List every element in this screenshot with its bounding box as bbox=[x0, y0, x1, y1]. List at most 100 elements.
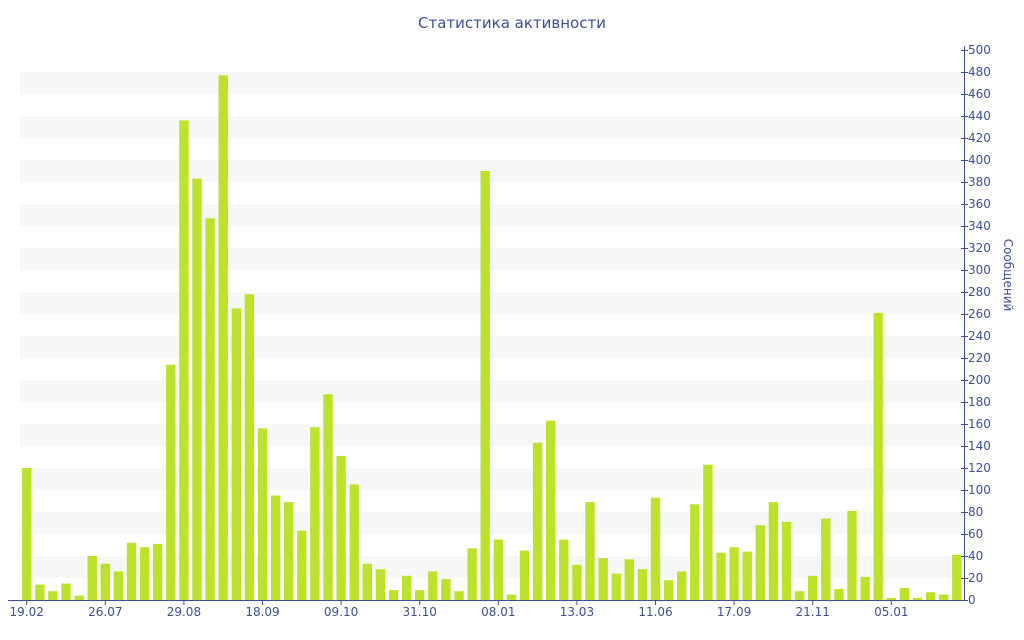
bar bbox=[519, 550, 530, 600]
y-tick-label: 220 bbox=[968, 351, 991, 365]
y-tick-label: 180 bbox=[968, 395, 991, 409]
x-tick-label: 19.02 bbox=[10, 605, 44, 619]
y-tick-label: 60 bbox=[968, 527, 983, 541]
x-tick-label: 05.01 bbox=[874, 605, 908, 619]
y-axis-title: Сообщений bbox=[1001, 239, 1015, 312]
y-tick-label: 80 bbox=[968, 505, 983, 519]
y-tick-label: 500 bbox=[968, 43, 991, 57]
bar bbox=[270, 495, 281, 600]
grid-band bbox=[20, 72, 964, 94]
bar bbox=[952, 554, 962, 600]
bars bbox=[22, 75, 962, 601]
y-tick-label: 120 bbox=[968, 461, 991, 475]
y-tick-label: 240 bbox=[968, 329, 991, 343]
bar bbox=[74, 595, 84, 600]
grid-band bbox=[20, 380, 964, 402]
bar bbox=[218, 75, 228, 601]
bar bbox=[532, 442, 543, 600]
x-tick-label: 09.10 bbox=[324, 605, 358, 619]
bar bbox=[925, 592, 936, 600]
bar bbox=[847, 510, 857, 600]
bar bbox=[166, 364, 176, 600]
grid-band bbox=[20, 556, 964, 578]
y-tick-label: 400 bbox=[968, 153, 991, 167]
x-tick-label: 18.09 bbox=[245, 605, 279, 619]
bar bbox=[349, 484, 359, 600]
x-axis-ticks: 19.02 26.07 29.08 18.09 09.10 31.10 08.01 13.03… bbox=[10, 600, 908, 619]
bar bbox=[467, 548, 477, 600]
bar bbox=[22, 468, 32, 600]
bar bbox=[742, 551, 752, 600]
bar bbox=[559, 539, 569, 600]
bar bbox=[388, 590, 399, 600]
bar bbox=[336, 455, 346, 600]
grid-band bbox=[20, 336, 964, 358]
y-tick-label: 320 bbox=[968, 241, 991, 255]
bar bbox=[153, 543, 163, 600]
bar bbox=[284, 502, 294, 600]
bar bbox=[716, 552, 726, 600]
y-tick-label: 40 bbox=[968, 549, 983, 563]
y-tick-label: 360 bbox=[968, 197, 991, 211]
y-tick-label: 380 bbox=[968, 175, 991, 189]
grid-band bbox=[20, 292, 964, 314]
bar bbox=[598, 558, 608, 600]
bar bbox=[912, 597, 923, 600]
bar bbox=[87, 556, 97, 600]
grid-band bbox=[20, 512, 964, 534]
bar bbox=[205, 218, 215, 601]
grid-band bbox=[20, 248, 964, 270]
bar bbox=[821, 518, 831, 600]
bar bbox=[401, 575, 412, 600]
chart-title: Статистика активности bbox=[418, 14, 606, 32]
bar bbox=[480, 171, 490, 600]
grid-band bbox=[20, 160, 964, 182]
bar bbox=[768, 502, 779, 600]
y-tick-label: 100 bbox=[968, 483, 991, 497]
y-tick-label: 200 bbox=[968, 373, 991, 387]
x-tick-label: 31.10 bbox=[403, 605, 437, 619]
y-tick-label: 480 bbox=[968, 65, 991, 79]
bar bbox=[663, 580, 674, 600]
bar bbox=[61, 583, 71, 600]
x-tick-label: 21.11 bbox=[796, 605, 830, 619]
bar bbox=[755, 525, 765, 600]
y-axis-ticks: 0 20 40 60 80 100 120 140 160 180 200 220 240 260 280 3… bbox=[961, 43, 991, 607]
x-tick-label: 11.06 bbox=[638, 605, 672, 619]
x-tick-label: 26.07 bbox=[88, 605, 122, 619]
bar bbox=[690, 504, 700, 600]
bar bbox=[362, 563, 372, 600]
bar bbox=[873, 312, 883, 600]
bar bbox=[729, 547, 739, 600]
grid-band bbox=[20, 424, 964, 446]
bar bbox=[899, 587, 910, 600]
bar bbox=[297, 530, 307, 600]
y-tick-label: 140 bbox=[968, 439, 991, 453]
bar bbox=[781, 521, 792, 600]
bar bbox=[611, 573, 621, 600]
grid-band bbox=[20, 468, 964, 490]
bar bbox=[454, 591, 464, 600]
y-tick-label: 440 bbox=[968, 109, 991, 123]
bar bbox=[192, 178, 202, 600]
bar bbox=[441, 579, 451, 600]
bar bbox=[860, 576, 870, 600]
y-tick-label: 460 bbox=[968, 87, 991, 101]
bar bbox=[126, 542, 137, 600]
x-tick-label: 13.03 bbox=[560, 605, 594, 619]
bar bbox=[257, 428, 268, 600]
grid-band bbox=[20, 116, 964, 138]
bar bbox=[493, 539, 503, 600]
bar bbox=[886, 597, 896, 600]
bar bbox=[939, 594, 949, 600]
bar bbox=[179, 120, 189, 601]
y-tick-label: 0 bbox=[968, 593, 976, 607]
bar bbox=[834, 589, 844, 600]
bar bbox=[113, 571, 124, 600]
bar bbox=[703, 464, 713, 600]
y-tick-label: 420 bbox=[968, 131, 991, 145]
bar bbox=[794, 591, 805, 600]
bar bbox=[637, 569, 648, 600]
grid-band bbox=[20, 204, 964, 226]
